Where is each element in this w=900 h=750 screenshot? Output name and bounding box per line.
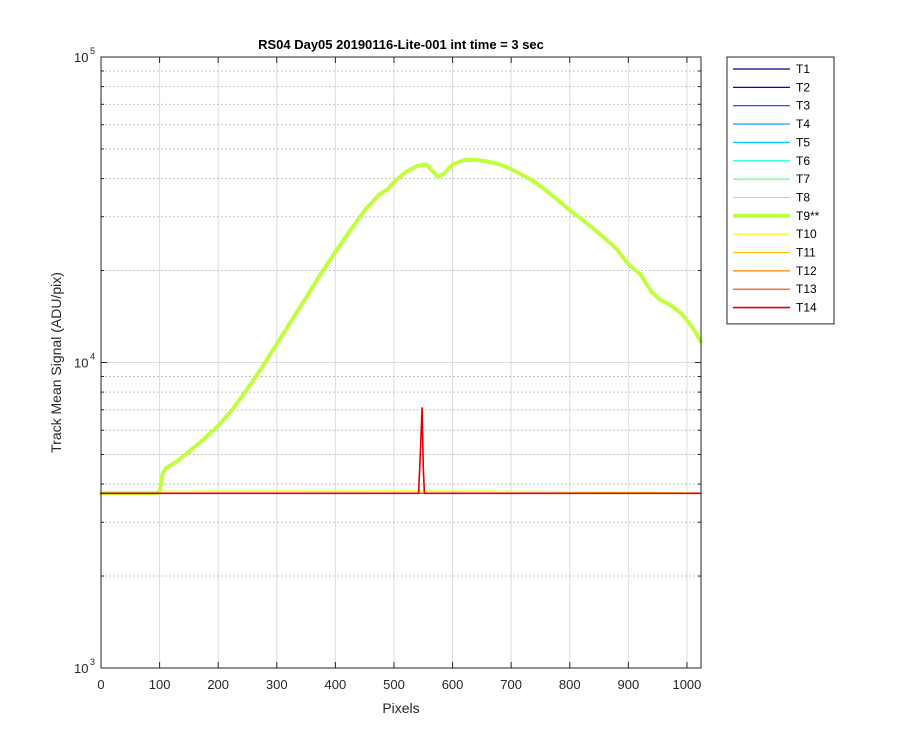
y-tick-label: 10 3 [74, 657, 95, 676]
y-tick-label: 10 4 [74, 352, 95, 371]
legend-item[interactable]: T9** [733, 209, 820, 223]
legend-label: T9** [796, 209, 820, 223]
legend-item[interactable]: T12 [733, 264, 817, 278]
legend-item[interactable]: T14 [733, 301, 817, 315]
chart-title: RS04 Day05 20190116-Lite-001 int time = … [258, 37, 544, 52]
legend-label: T6 [796, 154, 810, 168]
x-tick-label: 700 [500, 677, 522, 692]
legend-item[interactable]: T5 [733, 135, 810, 149]
x-tick-label: 900 [617, 677, 639, 692]
legend-item[interactable]: T13 [733, 282, 817, 296]
legend-item[interactable]: T4 [733, 117, 810, 131]
legend-label: T10 [796, 227, 817, 241]
y-tick-exponent: 4 [90, 352, 95, 362]
series-layer [99, 158, 703, 496]
x-tick-label: 400 [325, 677, 347, 692]
x-axis-title: Pixels [382, 700, 419, 716]
legend-item[interactable]: T11 [733, 246, 816, 260]
legend-item[interactable]: T10 [733, 227, 817, 241]
legend-label: T11 [796, 246, 816, 260]
y-axis-title: Track Mean Signal (ADU/pix) [48, 272, 64, 453]
legend-item[interactable]: T7 [733, 172, 810, 186]
x-tick-label: 600 [442, 677, 464, 692]
y-tick-exponent: 3 [90, 657, 95, 667]
legend-label: T4 [796, 117, 810, 131]
legend-item[interactable]: T6 [733, 154, 810, 168]
legend-label: T3 [796, 99, 810, 113]
grid [100, 56, 701, 669]
legend-label: T7 [796, 172, 810, 186]
legend-label: T8 [796, 190, 810, 204]
x-tick-label: 500 [383, 677, 405, 692]
y-tick-exponent: 5 [90, 46, 95, 56]
y-tick-base: 10 [74, 661, 88, 676]
x-tick-label: 800 [559, 677, 581, 692]
legend-label: T1 [796, 62, 810, 76]
y-tick-label: 10 5 [74, 46, 95, 65]
x-tick-label: 200 [207, 677, 229, 692]
legend-label: T14 [796, 301, 817, 315]
legend-item[interactable]: T3 [733, 99, 810, 113]
legend-box [726, 56, 835, 325]
legend-item[interactable]: T8 [733, 190, 810, 204]
legend[interactable]: T1 T2 T3 T4 T5 T6 T7 T8 T9** T10 T11 T12 T13 T14 [726, 56, 835, 325]
legend-item[interactable]: T2 [733, 80, 810, 94]
y-tick-base: 10 [74, 356, 88, 371]
legend-item[interactable]: T1 [733, 62, 810, 76]
y-tick-base: 10 [74, 50, 88, 65]
legend-label: T2 [796, 80, 810, 94]
x-tick-label: 100 [149, 677, 171, 692]
series-line-t9 [99, 158, 703, 496]
x-tick-label: 1000 [672, 677, 701, 692]
legend-label: T5 [796, 135, 810, 149]
legend-label: T12 [796, 264, 817, 278]
x-tick-label: 300 [266, 677, 288, 692]
x-tick-label: 0 [97, 677, 104, 692]
legend-label: T13 [796, 282, 817, 296]
series-line-t14 [100, 407, 702, 495]
